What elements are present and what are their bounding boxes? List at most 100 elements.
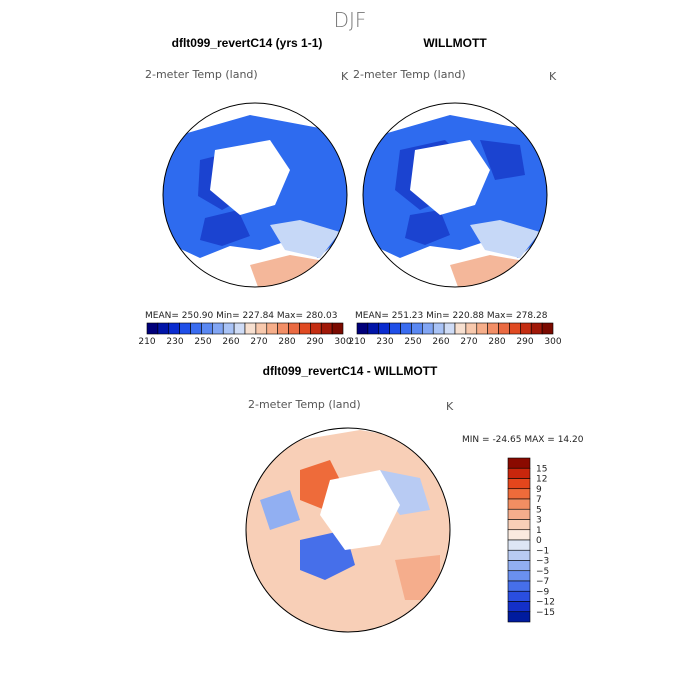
land-cool-region [270,220,340,258]
panel-obs-variable: 2-meter Temp (land) [353,68,466,81]
colorbar-swatch [541,322,554,335]
colorbar-swatch [498,322,510,335]
colorbar-tick-label: −5 [536,567,549,577]
colorbar-tick-label: −9 [536,587,550,597]
colorbar-tick-label: 230 [166,337,183,347]
panel-model-unit: K [341,70,349,83]
colorbar-tick-label: 3 [536,516,542,526]
colorbar-tick-label: 290 [306,337,323,347]
colorbar-swatch [244,322,257,335]
colorbar-tick-label: 300 [544,337,561,347]
colorbar-tick-label: 1 [536,526,542,536]
colorbar-swatch [233,322,246,335]
panel-obs-title: WILLMOTT [423,36,487,50]
colorbar-swatch [367,322,380,335]
colorbar-swatch [507,498,531,510]
colorbar-swatch [212,322,224,335]
panel-model-map-border [162,102,348,288]
colorbar-tick-label: −15 [536,608,555,618]
panel-diff-map-border [245,427,451,633]
panel-model-stats: MEAN= 250.90 Min= 227.84 Max= 280.03 [145,311,337,321]
colorbar-swatch [266,322,278,335]
land-warm-bias [395,555,440,600]
colorbar-swatch [179,322,191,335]
colorbar-swatch [509,322,521,335]
land-very-cold-region [405,210,450,245]
colorbar-tick-label: −12 [536,598,555,608]
land-very-cold-region [200,210,250,246]
panel-diff-variable: 2-meter Temp (land) [248,398,361,411]
colorbar-swatch [476,322,488,335]
colorbar-swatch [465,322,478,335]
colorbar-swatch [146,322,159,335]
colorbar-swatch [157,322,170,335]
colorbar-swatch [507,611,531,623]
colorbar-tick-label: 260 [222,337,239,347]
colorbar-swatch [507,457,531,469]
colorbar-swatch [507,539,531,551]
colorbar-swatch [422,322,434,335]
panel-obs-unit: K [549,70,557,83]
colorbar-swatch [432,322,445,335]
colorbar-tick-label: 12 [536,475,547,485]
colorbar-swatch [507,519,531,531]
colorbar-swatch [507,549,531,561]
colorbar-tick-label: 210 [138,337,155,347]
colorbar-swatch [190,322,202,335]
panel-diff-stats: MIN = -24.65 MAX = 14.20 [462,435,584,445]
colorbar-tick-label: 260 [432,337,449,347]
colorbar-tick-label: 7 [536,495,542,505]
colorbar-swatch [520,322,532,335]
arctic-ocean [410,140,490,215]
panel-diff-title: dflt099_revertC14 - WILLMOTT [263,364,438,378]
colorbar-swatch [507,467,531,479]
colorbar-swatch [507,529,531,541]
colorbar-swatch [443,322,456,335]
colorbar-tick-label: 270 [460,337,477,347]
colorbar-swatch [331,322,344,335]
colorbar-swatch [277,322,289,335]
colorbar-tick-label: 5 [536,505,542,515]
panel-diff: dflt099_revertC14 - WILLMOTT 2-meter Tem… [245,364,584,633]
panel-model: dflt099_revertC14 (yrs 1-1) 2-meter Temp… [138,36,351,347]
colorbar-swatch [356,322,369,335]
colorbar-swatch [222,322,235,335]
colorbar-tick-label: 250 [194,337,211,347]
colorbar-swatch [507,560,531,572]
arctic-ocean [320,470,400,550]
colorbar-tick-label: 0 [536,536,542,546]
colorbar-tick-label: 210 [348,337,365,347]
panel-obs-map-border [362,102,548,288]
panel-obs: WILLMOTT 2-meter Temp (land) K MEAN= 251… [348,36,561,347]
panel-model-title: dflt099_revertC14 (yrs 1-1) [172,36,323,50]
colorbar-swatch [255,322,268,335]
panel-model-map [163,103,347,287]
colorbar-tick-label: 230 [376,337,393,347]
colorbar-swatch [400,322,412,335]
land-cold-bias [260,490,300,530]
colorbar-swatch [507,508,531,520]
panel-obs-colorbar: 210 230 250 260 270 280 290 300 [348,322,562,347]
colorbar-swatch [507,590,531,602]
panel-diff-unit: K [446,400,454,413]
colorbar-swatch [288,322,300,335]
panel-obs-stats: MEAN= 251.23 Min= 220.88 Max= 278.28 [355,311,548,321]
colorbar-tick-label: 290 [516,337,533,347]
panel-obs-map [363,103,547,287]
colorbar-swatch [310,322,322,335]
panel-model-colorbar: 210 230 250 260 270 280 290 300 [138,322,352,347]
colorbar-tick-label: 300 [334,337,351,347]
colorbar-swatch [411,322,423,335]
colorbar-swatch [530,322,543,335]
colorbar-swatch [507,601,531,613]
panel-diff-map [246,428,450,632]
colorbar-swatch [507,478,531,490]
colorbar-swatch [299,322,311,335]
colorbar-swatch [507,580,531,592]
colorbar-tick-label: 15 [536,464,547,474]
panel-model-variable: 2-meter Temp (land) [145,68,258,81]
colorbar-tick-label: 250 [404,337,421,347]
land-cool-region [470,220,540,258]
